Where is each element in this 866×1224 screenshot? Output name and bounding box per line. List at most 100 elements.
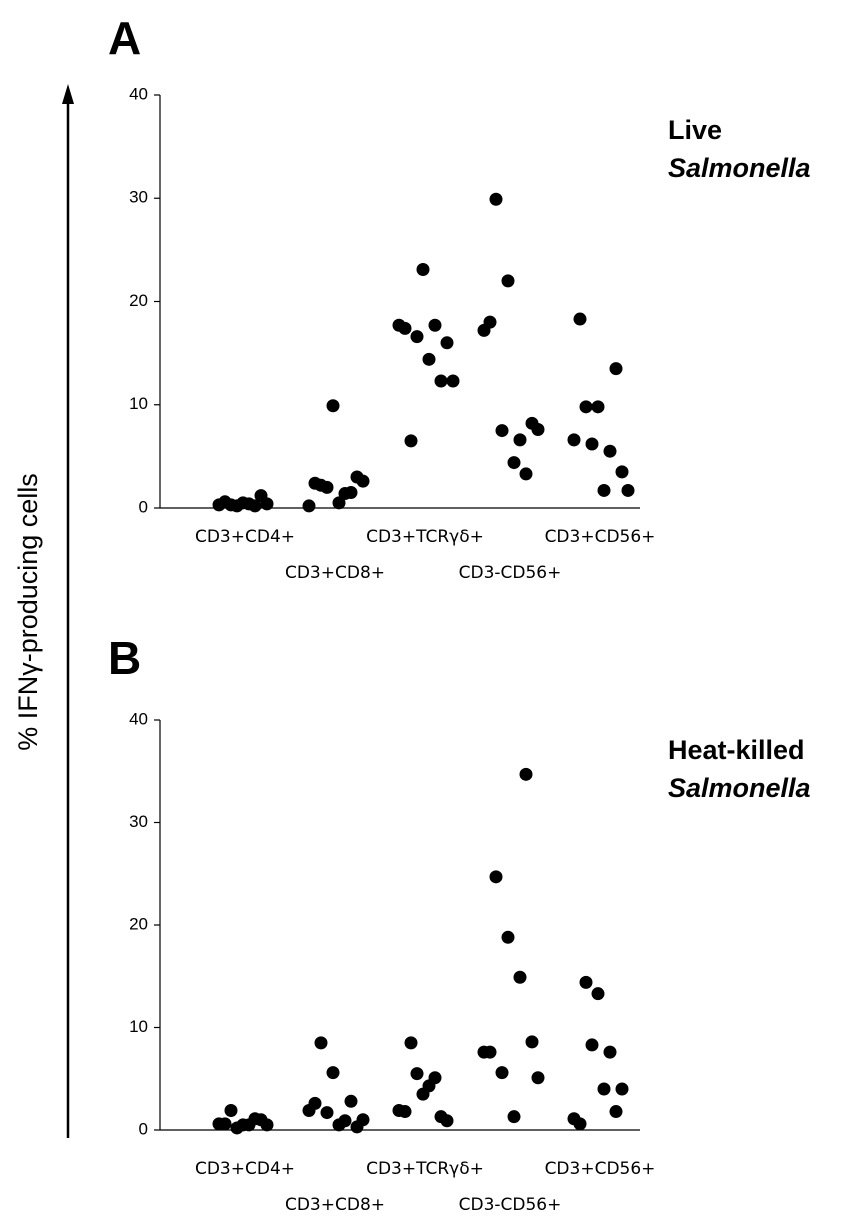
data-point — [489, 192, 503, 206]
data-point — [609, 362, 623, 376]
x-tick-label: CD3+CD8+ — [285, 1195, 385, 1215]
data-point — [224, 498, 238, 512]
data-point — [609, 1105, 623, 1119]
data-point — [603, 1045, 617, 1059]
x-tick-label: CD3+CD56+ — [545, 1159, 656, 1179]
x-tick-label: CD3-CD56+ — [459, 563, 562, 583]
data-point — [597, 1082, 611, 1096]
data-point — [477, 1045, 491, 1059]
data-point — [585, 437, 599, 451]
data-point — [519, 767, 533, 781]
data-point — [416, 1087, 430, 1101]
y-axis-label: % IFNγ-producing cells — [13, 473, 43, 751]
data-point — [344, 1094, 358, 1108]
data-point — [495, 1066, 509, 1080]
data-point — [513, 970, 527, 984]
data-point — [567, 1112, 581, 1126]
data-point — [404, 1036, 418, 1050]
data-point — [416, 262, 430, 276]
data-point — [507, 1110, 521, 1124]
data-point — [338, 1114, 352, 1128]
data-point — [489, 870, 503, 884]
y-tick-label: 10 — [129, 1017, 148, 1036]
data-point — [248, 499, 262, 513]
data-point — [591, 400, 605, 414]
condition-label: Live — [668, 115, 722, 145]
data-point — [579, 975, 593, 989]
data-point — [428, 1071, 442, 1085]
data-point — [567, 433, 581, 447]
data-point — [585, 1038, 599, 1052]
data-point — [615, 465, 629, 479]
y-tick-label: 30 — [129, 812, 148, 831]
data-point — [615, 1082, 629, 1096]
data-point — [212, 1117, 226, 1131]
condition-label: Salmonella — [668, 773, 811, 803]
x-tick-label: CD3+CD56+ — [545, 527, 656, 547]
data-point — [314, 1036, 328, 1050]
data-point — [248, 1112, 262, 1126]
x-tick-label: CD3+TCRγδ+ — [366, 1159, 484, 1179]
data-point — [477, 323, 491, 337]
data-point — [236, 1118, 250, 1132]
data-point — [302, 1104, 316, 1118]
y-tick-label: 40 — [129, 709, 148, 728]
data-point — [410, 330, 424, 344]
data-point — [326, 1066, 340, 1080]
x-tick-label: CD3+CD4+ — [195, 527, 295, 547]
data-point — [440, 336, 454, 350]
y-tick-label: 0 — [139, 497, 148, 516]
data-point — [446, 374, 460, 388]
arrow-head — [62, 84, 74, 104]
data-point — [410, 1067, 424, 1081]
data-point — [332, 496, 346, 510]
data-point — [525, 1035, 539, 1049]
y-tick-label: 30 — [129, 188, 148, 207]
data-point — [212, 498, 226, 512]
data-point — [422, 352, 436, 366]
data-point — [428, 318, 442, 332]
y-tick-label: 10 — [129, 394, 148, 413]
data-point — [591, 987, 605, 1001]
data-point — [356, 474, 370, 488]
condition-label: Salmonella — [668, 153, 811, 183]
data-point — [326, 399, 340, 413]
data-point — [519, 467, 533, 481]
data-point — [495, 424, 509, 438]
data-point — [338, 487, 352, 501]
data-point — [356, 1113, 370, 1127]
data-point — [392, 1104, 406, 1118]
data-point — [392, 318, 406, 332]
data-point — [404, 434, 418, 448]
data-point — [260, 1118, 274, 1132]
data-point — [597, 483, 611, 497]
x-tick-label: CD3+CD8+ — [285, 563, 385, 583]
data-point — [440, 1114, 454, 1128]
data-point — [236, 496, 250, 510]
data-point — [501, 274, 515, 288]
y-tick-label: 40 — [129, 84, 148, 103]
data-point — [501, 930, 515, 944]
data-point — [434, 374, 448, 388]
y-tick-label: 20 — [129, 914, 148, 933]
data-point — [579, 400, 593, 414]
y-tick-label: 20 — [129, 291, 148, 310]
panel-label: A — [108, 12, 141, 64]
data-point — [531, 423, 545, 437]
data-point — [224, 1104, 238, 1118]
data-point — [531, 1071, 545, 1085]
data-point — [507, 456, 521, 470]
data-point — [320, 1106, 334, 1120]
x-tick-label: CD3+CD4+ — [195, 1159, 295, 1179]
data-point — [603, 444, 617, 458]
y-tick-label: 0 — [139, 1119, 148, 1138]
data-point — [573, 312, 587, 326]
x-tick-label: CD3+TCRγδ+ — [366, 527, 484, 547]
data-point — [302, 499, 316, 513]
panel-label: B — [108, 632, 141, 684]
x-tick-label: CD3-CD56+ — [459, 1195, 562, 1215]
data-point — [314, 478, 328, 492]
data-point — [621, 483, 635, 497]
data-point — [513, 433, 527, 447]
